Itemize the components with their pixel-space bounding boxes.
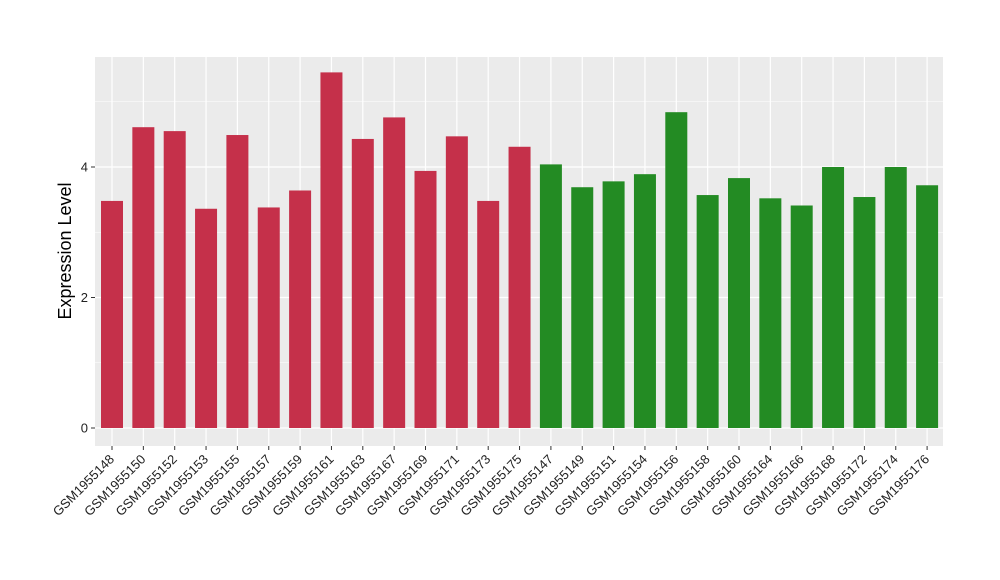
bar-GSM1955164 [759,198,782,428]
bar-GSM1955148 [101,200,123,428]
bar-GSM1955153 [195,208,218,428]
bar-GSM1955150 [132,127,155,428]
bar-GSM1955167 [383,117,406,428]
bar-GSM1955152 [163,131,186,429]
bar-GSM1955163 [351,138,374,428]
y-tick-label: 2 [81,290,88,305]
bars [101,72,939,429]
y-tick-label: 0 [81,421,88,436]
bar-GSM1955147 [539,164,562,428]
bar-GSM1955174 [884,167,907,428]
bar-GSM1955158 [696,195,719,428]
bar-GSM1955151 [602,181,625,428]
bar-GSM1955157 [257,207,280,428]
bar-GSM1955175 [508,146,531,428]
y-axis: 0 2 4 [81,160,95,436]
bar-GSM1955168 [822,167,845,428]
bar-GSM1955172 [853,197,876,428]
bar-GSM1955160 [728,178,750,428]
y-axis-title: Expression Level [55,182,75,319]
bar-GSM1955154 [633,174,656,428]
bar-GSM1955155 [226,135,249,428]
bar-GSM1955156 [665,112,688,428]
x-axis: GSM1955148GSM1955150GSM1955152GSM1955153… [50,446,932,519]
y-tick-label: 4 [81,160,88,175]
bar-GSM1955171 [445,136,468,428]
bar-GSM1955176 [916,185,939,428]
bar-GSM1955169 [414,170,437,429]
bar-GSM1955173 [477,200,500,428]
bar-GSM1955149 [571,187,594,428]
bar-GSM1955166 [790,205,813,428]
bar-GSM1955161 [320,72,343,428]
bar-GSM1955159 [289,190,312,428]
